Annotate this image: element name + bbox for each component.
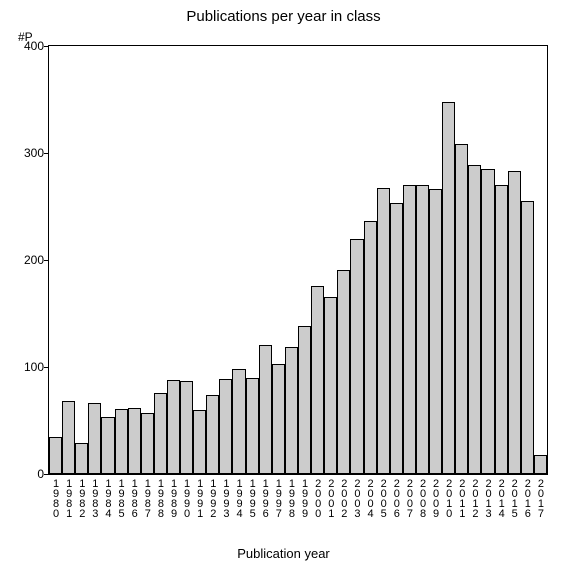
x-tick-label: 2014 <box>496 478 507 518</box>
x-tick-label: 1983 <box>89 478 100 518</box>
x-tick-label: 2015 <box>509 478 520 518</box>
x-tick-label: 2000 <box>312 478 323 518</box>
bar <box>521 201 534 474</box>
bar <box>62 401 75 474</box>
bar <box>88 403 101 474</box>
y-tick-label: 400 <box>14 39 44 53</box>
bar <box>429 189 442 474</box>
x-tick-label: 1992 <box>207 478 218 518</box>
x-tick-label: 2007 <box>404 478 415 518</box>
bar <box>324 297 337 474</box>
bar <box>377 188 390 474</box>
bar <box>246 378 259 474</box>
bar <box>364 221 377 474</box>
x-tick-label: 1996 <box>260 478 271 518</box>
bar <box>337 270 350 474</box>
bar <box>442 102 455 474</box>
bar <box>468 165 481 474</box>
bar <box>481 169 494 474</box>
bar <box>219 379 232 474</box>
x-tick-label: 1999 <box>299 478 310 518</box>
x-tick-label: 1997 <box>273 478 284 518</box>
x-tick-label: 1986 <box>129 478 140 518</box>
x-tick-label: 2017 <box>535 478 546 518</box>
y-tick <box>44 153 48 154</box>
bar <box>298 326 311 474</box>
bar <box>101 417 114 474</box>
x-tick-label: 1991 <box>194 478 205 518</box>
x-tick-label: 1990 <box>181 478 192 518</box>
y-tick <box>44 46 48 47</box>
bar <box>272 364 285 474</box>
chart-container: Publications per year in class #P 010020… <box>0 0 567 567</box>
x-tick-label: 1988 <box>155 478 166 518</box>
x-tick-label: 2013 <box>483 478 494 518</box>
x-tick-label: 2008 <box>417 478 428 518</box>
x-tick-label: 2011 <box>456 478 467 518</box>
y-tick-label: 100 <box>14 360 44 374</box>
x-tick-label: 2005 <box>378 478 389 518</box>
x-tick-label: 2006 <box>391 478 402 518</box>
x-tick-label: 1989 <box>168 478 179 518</box>
y-tick-label: 0 <box>14 467 44 481</box>
bar <box>311 286 324 474</box>
x-axis-label: Publication year <box>0 546 567 561</box>
bar <box>167 380 180 474</box>
y-tick <box>44 260 48 261</box>
bar <box>285 347 298 474</box>
bar <box>128 408 141 474</box>
x-tick-label: 2002 <box>338 478 349 518</box>
x-tick-label: 1985 <box>116 478 127 518</box>
bar <box>416 185 429 474</box>
bar <box>232 369 245 474</box>
x-tick-label: 1982 <box>76 478 87 518</box>
bar <box>75 443 88 474</box>
bar <box>154 393 167 474</box>
bar <box>455 144 468 474</box>
x-tick-label: 2003 <box>351 478 362 518</box>
x-tick-label: 2016 <box>522 478 533 518</box>
bar <box>259 345 272 474</box>
plot-area <box>48 45 548 475</box>
bar <box>350 239 363 474</box>
bar <box>508 171 521 474</box>
x-tick-label: 2004 <box>365 478 376 518</box>
x-tick-label: 1981 <box>63 478 74 518</box>
bar <box>49 437 62 474</box>
x-tick-label: 1980 <box>50 478 61 518</box>
x-tick-label: 1998 <box>286 478 297 518</box>
x-tick-label: 2010 <box>443 478 454 518</box>
bar <box>403 185 416 474</box>
bar <box>534 455 547 474</box>
bar <box>495 185 508 474</box>
bar <box>193 410 206 474</box>
chart-title: Publications per year in class <box>0 8 567 25</box>
y-tick <box>44 474 48 475</box>
bars-layer <box>49 46 547 474</box>
x-tick-label: 1994 <box>234 478 245 518</box>
bar <box>206 395 219 474</box>
y-tick-label: 300 <box>14 146 44 160</box>
bar <box>390 203 403 474</box>
y-tick-label: 200 <box>14 253 44 267</box>
bar <box>141 413 154 474</box>
x-tick-label: 2012 <box>469 478 480 518</box>
y-tick <box>44 367 48 368</box>
x-tick-label: 1984 <box>102 478 113 518</box>
x-tick-label: 2009 <box>430 478 441 518</box>
bar <box>180 381 193 474</box>
x-tick-label: 1993 <box>220 478 231 518</box>
x-tick-label: 1987 <box>142 478 153 518</box>
x-tick-label: 1995 <box>247 478 258 518</box>
x-tick-label: 2001 <box>325 478 336 518</box>
bar <box>115 409 128 474</box>
